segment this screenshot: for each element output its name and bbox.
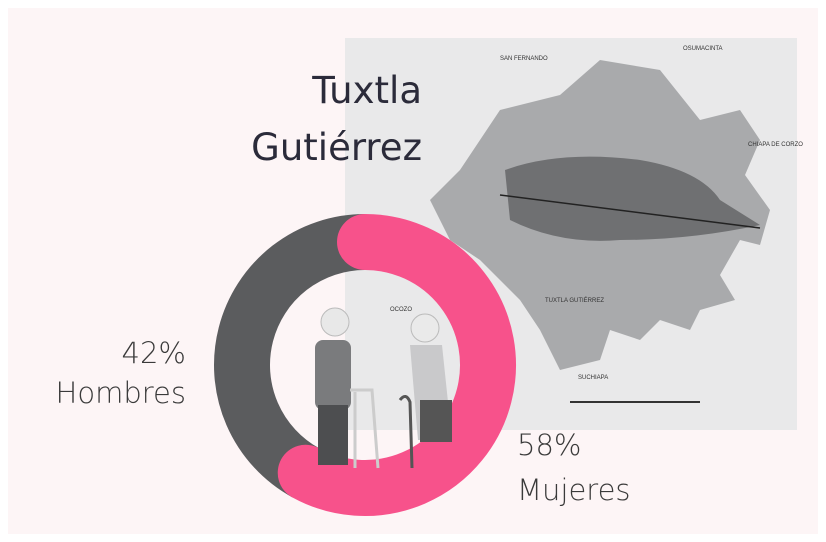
- map-label: TUXTLA GUTIÉRREZ: [545, 297, 604, 304]
- category-label: Hombres: [56, 376, 186, 410]
- donut: [214, 214, 516, 516]
- body: [315, 340, 351, 410]
- road: [499, 194, 761, 229]
- head: [410, 313, 440, 343]
- map-label: SAN FERNANDO: [500, 56, 548, 62]
- title-line: Gutiérrez: [251, 126, 422, 169]
- map-label: CHIAPA DE CORZO: [748, 142, 803, 148]
- value-label: 42%: [122, 336, 186, 370]
- walker: [350, 388, 380, 469]
- title-line: Tuxtla: [311, 69, 422, 112]
- value-label: 58%: [517, 428, 581, 462]
- head: [320, 307, 350, 337]
- donut-slice: [214, 214, 366, 498]
- elderly-couple: [315, 307, 452, 469]
- legs: [318, 405, 348, 465]
- skirt: [420, 400, 452, 442]
- category-label: Mujeres: [517, 473, 631, 507]
- map-label: OCOZO: [390, 307, 412, 313]
- donut-slice: [277, 214, 516, 516]
- map-label: OSUMACINTA: [683, 46, 723, 52]
- map-label: SUCHIAPA: [578, 375, 608, 381]
- cane: [398, 395, 414, 469]
